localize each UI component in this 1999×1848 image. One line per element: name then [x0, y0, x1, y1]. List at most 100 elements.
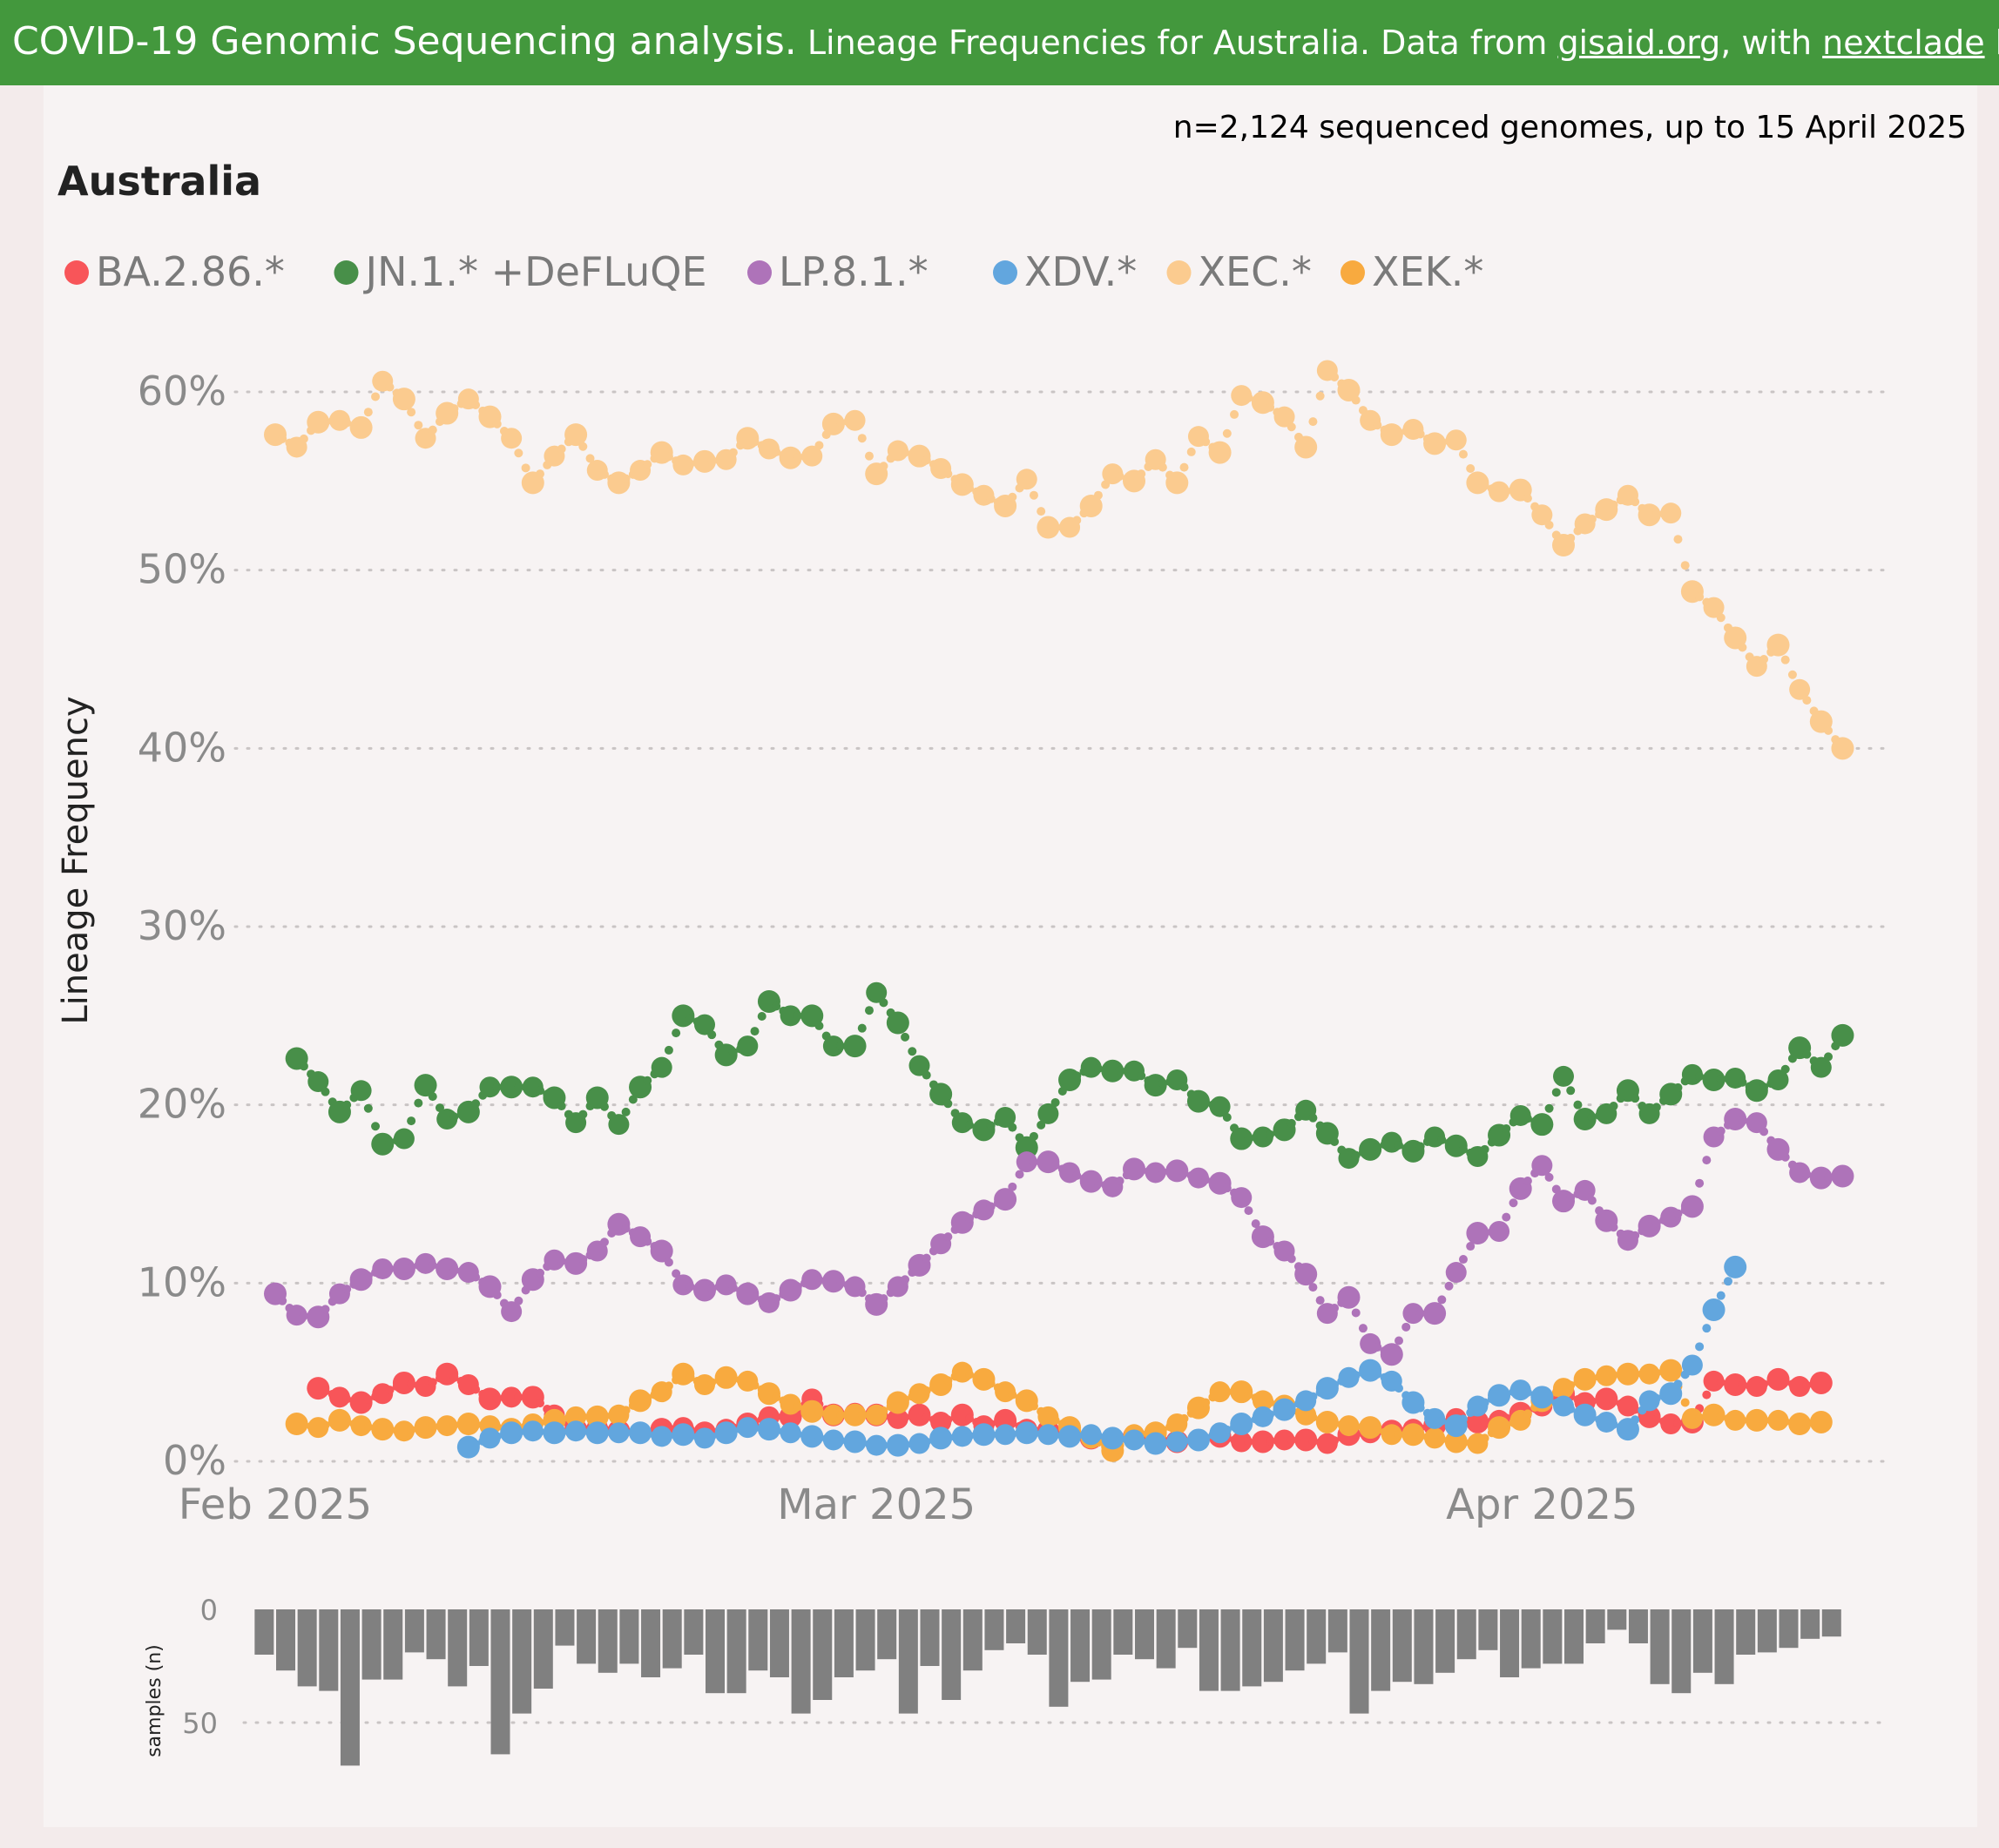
interp-point — [1186, 447, 1196, 456]
data-point — [1573, 1367, 1597, 1391]
interp-point — [1222, 1184, 1232, 1193]
interp-point — [1008, 1123, 1017, 1132]
interp-point — [864, 451, 874, 461]
interp-point — [363, 1103, 373, 1113]
data-point — [1831, 1023, 1854, 1047]
nextclade-link[interactable]: nextclade — [1822, 24, 1985, 62]
data-point — [737, 1035, 759, 1057]
interp-point — [1201, 1433, 1211, 1442]
interp-point — [1072, 1431, 1082, 1440]
interp-point — [1308, 1392, 1318, 1401]
data-point — [866, 1434, 888, 1456]
interp-point — [1287, 422, 1296, 432]
legend-label-xek: XEK.* — [1372, 248, 1483, 295]
data-point — [994, 1188, 1017, 1211]
interp-point — [1287, 1435, 1296, 1445]
interp-point — [1351, 1308, 1361, 1318]
interp-point — [428, 425, 437, 435]
data-point — [1380, 1343, 1403, 1366]
interp-point — [1395, 1141, 1404, 1150]
interp-point — [901, 1440, 910, 1449]
legend-marker-ba-2-86 — [64, 260, 89, 285]
data-point — [1209, 1381, 1231, 1403]
interp-point — [1566, 1404, 1576, 1413]
interp-point — [1738, 1415, 1747, 1425]
sample-bar — [1821, 1609, 1841, 1637]
data-point — [608, 1422, 630, 1444]
data-point — [1037, 1424, 1059, 1446]
data-point — [371, 1418, 395, 1441]
interp-point — [1373, 1425, 1382, 1434]
interp-point — [1266, 1130, 1275, 1139]
interp-point — [1566, 533, 1576, 543]
interp-point — [385, 1137, 395, 1147]
interp-point — [1702, 1390, 1712, 1399]
data-point — [1016, 1151, 1037, 1173]
data-point — [307, 410, 330, 434]
data-point — [1788, 1413, 1812, 1436]
data-point — [585, 1405, 609, 1428]
interp-point — [1759, 1379, 1769, 1389]
interp-point — [1502, 1212, 1511, 1222]
interp-point — [1680, 1398, 1690, 1407]
sample-bar — [1456, 1609, 1476, 1660]
data-point — [1315, 1410, 1339, 1433]
sample-bar — [684, 1609, 704, 1655]
sample-bar — [619, 1609, 639, 1664]
interp-point — [557, 1257, 566, 1266]
interp-point — [672, 1029, 681, 1038]
sample-bar — [555, 1609, 575, 1646]
legend-label-jn-1-defluqe: JN.1.* +DeFLuQE — [363, 248, 707, 295]
header-title: COVID-19 Genomic Sequencing analysis. — [12, 19, 797, 64]
interp-point — [342, 1394, 352, 1404]
data-point — [1080, 1056, 1102, 1078]
interp-point — [471, 1099, 481, 1109]
y-tick-label: 30% — [138, 902, 226, 949]
data-point — [307, 1071, 329, 1093]
interp-point — [1115, 1176, 1124, 1185]
data-point — [1251, 1430, 1274, 1453]
interp-point — [1651, 1218, 1661, 1228]
interp-point — [1050, 1415, 1060, 1425]
interp-point — [414, 421, 423, 430]
interp-point — [1266, 1436, 1275, 1446]
interp-point — [901, 448, 910, 457]
interp-point — [1179, 1169, 1189, 1178]
interp-point — [1179, 462, 1189, 472]
x-tick-label: Feb 2025 — [179, 1480, 372, 1529]
data-point — [500, 1421, 523, 1445]
interp-point — [857, 1288, 867, 1298]
data-point — [1466, 1222, 1489, 1245]
interp-point — [864, 1006, 874, 1015]
interp-point — [901, 1395, 910, 1405]
data-point — [1381, 1424, 1402, 1446]
interp-point — [1308, 417, 1318, 427]
gisaid-link[interactable]: gisaid.org — [1557, 24, 1721, 62]
data-point — [1080, 1424, 1102, 1446]
interp-point — [857, 1023, 867, 1033]
interp-point — [1802, 696, 1812, 705]
interp-point — [321, 1087, 330, 1096]
data-point — [1423, 432, 1447, 455]
interp-point — [1673, 535, 1683, 544]
interp-point — [1050, 1097, 1060, 1107]
data-point — [543, 1421, 566, 1445]
interp-point — [1244, 1390, 1253, 1399]
interp-point — [1673, 1082, 1683, 1092]
data-point — [779, 446, 802, 469]
sample-bar — [426, 1609, 446, 1660]
interp-point — [1631, 497, 1640, 507]
interp-point — [685, 1373, 695, 1382]
interp-point — [471, 1385, 481, 1394]
interp-point — [428, 1422, 437, 1432]
interp-point — [521, 463, 530, 473]
sample-bar — [1585, 1609, 1605, 1643]
interp-point — [1179, 1436, 1189, 1446]
data-point — [1659, 1359, 1683, 1382]
sample-bar — [962, 1609, 983, 1671]
sample-bar — [834, 1609, 854, 1677]
data-point — [501, 1386, 523, 1408]
interp-point — [1566, 1086, 1576, 1096]
sample-bar — [813, 1609, 833, 1700]
bar-tick-labels: 0 50 — [182, 1594, 218, 1740]
